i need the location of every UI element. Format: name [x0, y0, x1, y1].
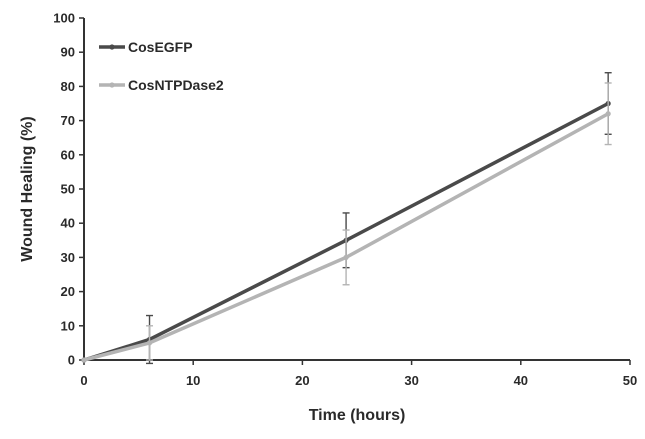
axes [83, 18, 630, 361]
y-tick-label: 0 [68, 353, 75, 368]
y-tick-label: 90 [61, 45, 75, 60]
y-tick-label: 50 [61, 182, 75, 197]
tick-group: 0 10 20 30 40 50 60 70 80 90 100 0 10 20 30 40 50 [53, 11, 637, 389]
data-point [343, 254, 349, 260]
series-line-cosntpdase2 [82, 112, 610, 362]
x-tick-label: 10 [186, 373, 200, 388]
legend-label: CosNTPDase2 [128, 77, 224, 93]
series-cosegfp [81, 72, 612, 365]
data-point [146, 340, 153, 346]
data-point [605, 111, 611, 117]
legend: CosEGFP CosNTPDase2 [99, 39, 224, 93]
data-point [81, 357, 87, 363]
y-tick-label: 70 [61, 113, 75, 128]
legend-marker [109, 44, 115, 50]
x-axis-title: Time (hours) [309, 407, 406, 424]
y-tick-label: 10 [61, 318, 75, 333]
y-tick-label: 30 [61, 250, 75, 265]
y-tick-label: 40 [61, 216, 75, 231]
y-tick-label: 100 [53, 11, 75, 26]
x-tick-label: 20 [295, 373, 309, 388]
y-tick-label: 20 [61, 284, 75, 299]
x-tick-label: 40 [514, 373, 528, 388]
y-axis-title: Wound Healing (%) [19, 116, 36, 261]
y-tick-label: 80 [61, 79, 75, 94]
series-cosntpdase2 [81, 82, 612, 363]
legend-marker [109, 82, 115, 88]
series-layer [81, 72, 612, 365]
legend-item-cosegfp: CosEGFP [99, 39, 193, 55]
legend-item-cosntpdase2: CosNTPDase2 [99, 77, 224, 93]
x-tick-label: 50 [623, 373, 637, 388]
y-tick-label: 60 [61, 147, 75, 162]
x-tick-label: 30 [404, 373, 418, 388]
x-tick-label: 0 [80, 373, 87, 388]
legend-label: CosEGFP [128, 39, 193, 55]
